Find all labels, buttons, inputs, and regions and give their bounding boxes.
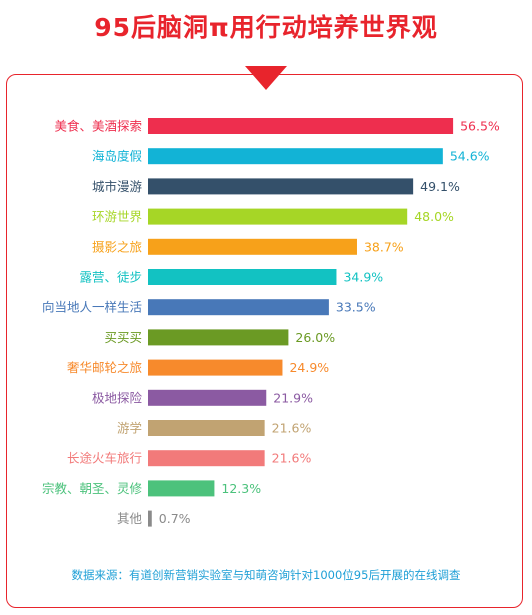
bar bbox=[148, 148, 443, 165]
value-label: 56.5% bbox=[460, 119, 500, 134]
category-label: 奢华邮轮之旅 bbox=[67, 360, 142, 375]
value-label: 0.7% bbox=[159, 511, 191, 526]
data-source-note: 数据来源：有道创新营销实验室与知萌咨询针对1000位95后开展的在线调查 bbox=[71, 568, 461, 582]
category-label: 长途火车旅行 bbox=[67, 451, 142, 466]
value-label: 54.6% bbox=[450, 149, 490, 164]
bar bbox=[148, 178, 414, 195]
category-label: 宗教、朝圣、灵修 bbox=[42, 481, 143, 496]
bar bbox=[148, 389, 267, 406]
value-label: 34.9% bbox=[343, 270, 383, 285]
category-label: 城市漫游 bbox=[92, 179, 143, 194]
category-label: 向当地人一样生活 bbox=[42, 300, 142, 315]
bar bbox=[148, 329, 289, 346]
category-label: 其他 bbox=[117, 511, 143, 526]
category-label: 露营、徒步 bbox=[79, 270, 142, 285]
category-label: 买买买 bbox=[104, 330, 142, 345]
value-label: 33.5% bbox=[336, 300, 376, 315]
category-label: 环游世界 bbox=[92, 209, 143, 224]
bar bbox=[148, 450, 265, 467]
value-label: 21.9% bbox=[273, 390, 313, 405]
bar bbox=[148, 299, 329, 316]
bar bbox=[148, 420, 265, 436]
bar bbox=[148, 118, 454, 134]
value-label: 21.6% bbox=[272, 451, 312, 466]
value-label: 21.6% bbox=[272, 421, 312, 436]
chart-title: 95后脑洞π用行动培养世界观 bbox=[94, 13, 438, 42]
value-label: 24.9% bbox=[289, 360, 329, 375]
value-label: 38.7% bbox=[364, 239, 404, 254]
value-label: 49.1% bbox=[420, 179, 460, 194]
category-label: 海岛度假 bbox=[92, 149, 143, 164]
value-label: 48.0% bbox=[414, 209, 454, 224]
bar bbox=[148, 359, 283, 376]
bar bbox=[148, 510, 152, 527]
value-label: 12.3% bbox=[221, 481, 261, 496]
value-label: 26.0% bbox=[295, 330, 335, 345]
bar bbox=[148, 208, 408, 225]
category-label: 美食、美酒探索 bbox=[54, 119, 142, 134]
bar bbox=[148, 269, 337, 285]
category-label: 极地探险 bbox=[92, 390, 143, 405]
category-label: 游学 bbox=[117, 421, 142, 436]
category-label: 摄影之旅 bbox=[92, 239, 142, 254]
bar bbox=[148, 238, 357, 255]
bar bbox=[148, 480, 215, 497]
